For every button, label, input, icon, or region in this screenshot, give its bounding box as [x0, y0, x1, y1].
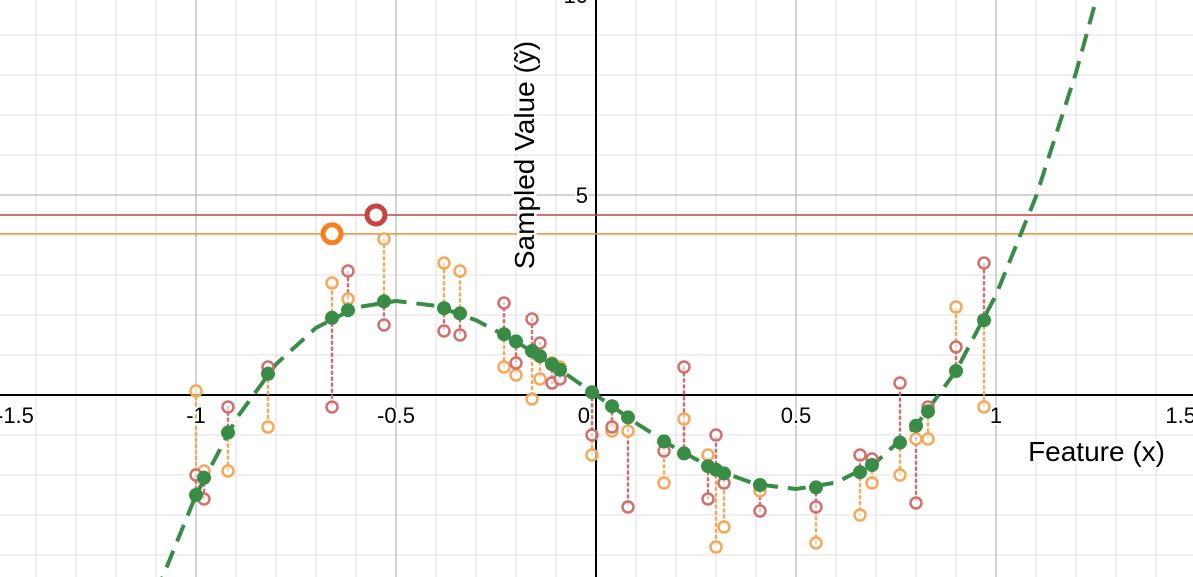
sample-point: [189, 384, 203, 398]
sample-point: [509, 356, 523, 370]
fit-point: [921, 404, 935, 419]
sample-point: [377, 232, 391, 246]
fit-point: [377, 294, 391, 309]
y-tick-label: 10: [564, 0, 588, 8]
sample-point: [585, 428, 599, 442]
sample-point: [701, 448, 715, 462]
sample-point: [893, 376, 907, 390]
sample-point: [657, 476, 671, 490]
sample-point: [677, 360, 691, 374]
sample-point: [325, 276, 339, 290]
fit-point: [893, 435, 907, 450]
fit-point: [677, 446, 691, 461]
sample-point: [533, 372, 547, 386]
fit-point: [865, 458, 879, 472]
sample-point: [341, 292, 355, 306]
fit-point: [853, 465, 867, 480]
sample-point: [453, 328, 467, 342]
sample-point: [753, 504, 767, 518]
x-tick-label: 0: [578, 403, 590, 428]
sample-point: [709, 428, 723, 442]
fit-point: [585, 385, 599, 400]
sample-point: [977, 256, 991, 270]
sample-point: [497, 296, 511, 310]
sample-point: [717, 520, 731, 534]
x-tick-label: 0.5: [781, 403, 812, 428]
sample-point: [497, 360, 511, 374]
sample-point: [809, 536, 823, 550]
sample-point: [221, 464, 235, 478]
sample-point: [585, 448, 599, 462]
fit-point: [453, 306, 467, 321]
fit-point: [437, 301, 451, 316]
fit-point: [509, 334, 523, 349]
highlight-point: [320, 222, 344, 246]
sample-point: [509, 368, 523, 382]
fit-point: [189, 488, 203, 502]
sample-point: [853, 508, 867, 522]
sample-point: [525, 392, 539, 406]
y-axis-title: Sampled Value (ỹ): [509, 41, 540, 269]
sample-point: [605, 420, 619, 434]
sample-point: [437, 256, 451, 270]
sample-point: [621, 424, 635, 438]
x-tick-label: 1: [990, 403, 1002, 428]
x-axis-title: Feature (x): [1028, 436, 1165, 467]
fit-point: [533, 349, 547, 364]
sample-point: [853, 448, 867, 462]
sample-point: [909, 496, 923, 510]
sample-point: [377, 318, 391, 332]
sample-point: [221, 400, 235, 414]
x-tick-label: 1.5: [1165, 403, 1193, 428]
fit-point: [949, 364, 963, 378]
fit-point: [221, 425, 235, 440]
fit-point: [621, 410, 635, 425]
sample-point: [865, 476, 879, 490]
sample-point: [709, 540, 723, 554]
fit-point: [261, 366, 275, 381]
sample-point: [621, 500, 635, 514]
x-tick-label: -1: [186, 403, 206, 428]
y-tick-label: 5: [576, 183, 588, 208]
sample-point: [921, 432, 935, 446]
fit-point: [909, 418, 923, 433]
sample-point: [949, 300, 963, 314]
sample-point: [341, 264, 355, 278]
fit-point: [341, 303, 355, 318]
sample-point: [909, 432, 923, 446]
fit-point: [753, 478, 767, 492]
fit-point: [977, 313, 991, 328]
sample-point: [261, 420, 275, 434]
fit-point: [197, 470, 211, 485]
fit-curve: [160, 0, 1098, 577]
x-tick-label: -1.5: [0, 403, 34, 428]
fit-point: [497, 327, 511, 342]
highlight-point: [364, 203, 388, 227]
sample-point: [533, 336, 547, 350]
fit-point: [553, 362, 567, 377]
sample-point: [977, 400, 991, 414]
sample-point: [949, 340, 963, 354]
fit-point: [325, 310, 339, 325]
x-tick-label: -0.5: [377, 403, 415, 428]
fit-point: [717, 466, 731, 481]
sample-point: [701, 492, 715, 506]
sample-point: [893, 468, 907, 482]
sample-point: [437, 324, 451, 338]
fit-point: [605, 399, 619, 414]
labels: -1.5 -1 -0.5 0 0.5 1 1.5 5 10 Feature (x) Sampled …: [0, 0, 1193, 467]
fit-point: [657, 434, 671, 449]
sample-point: [325, 400, 339, 414]
sample-point: [525, 312, 539, 326]
sample-point: [809, 500, 823, 514]
sample-point: [677, 412, 691, 426]
sample-point: [453, 264, 467, 278]
fit-point: [809, 480, 823, 495]
